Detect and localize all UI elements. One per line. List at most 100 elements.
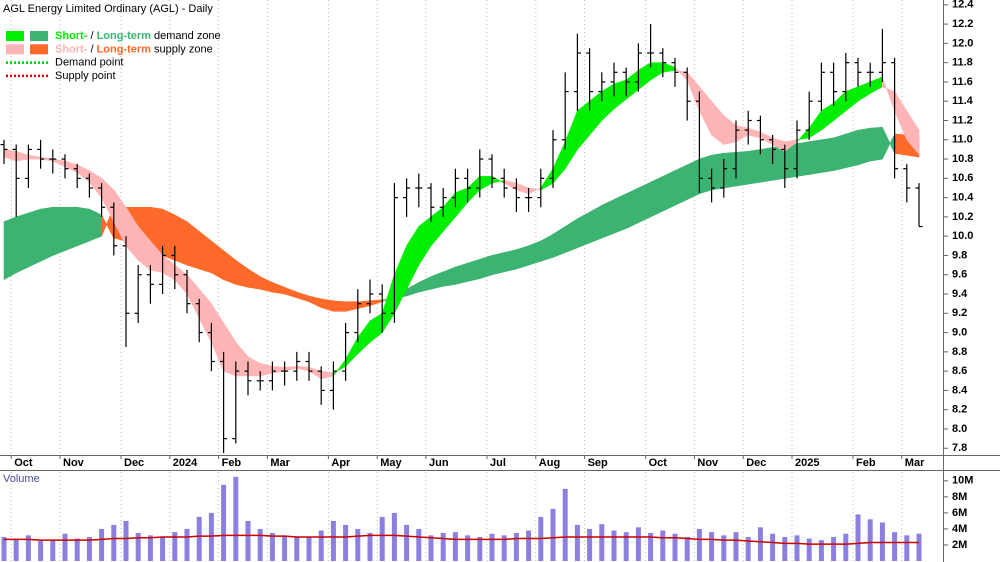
volume-bar — [404, 524, 410, 561]
y-tick-label: 8M — [952, 491, 967, 503]
legend-label: Short- / Long-term supply zone — [55, 43, 213, 55]
long-term-zone — [528, 240, 542, 266]
volume-bar — [86, 536, 92, 561]
long-term-zone — [455, 262, 468, 285]
y-tick-label: 8.8 — [952, 346, 967, 358]
long-term-zone — [320, 298, 334, 312]
short-term-zone — [479, 176, 493, 191]
short-term-zone — [3, 149, 17, 162]
chart-title: AGL Energy Limited Ordinary (AGL) - Dail… — [3, 3, 213, 15]
long-term-zone — [808, 139, 822, 175]
x-tick-label: Jul — [490, 457, 506, 469]
volume-bar — [13, 538, 19, 561]
volume-bar — [391, 512, 397, 561]
volume-bar — [99, 528, 105, 561]
volume-bar — [916, 533, 922, 561]
long-term-zone — [650, 175, 664, 218]
y-tick-label: 9.2 — [952, 307, 967, 319]
x-tick-label: Dec — [124, 457, 144, 469]
x-tick-label: Dec — [746, 457, 766, 469]
y-tick-label: 8.6 — [952, 365, 967, 377]
long-term-zone — [198, 230, 212, 274]
volume-bar — [221, 484, 227, 561]
long-term-zone — [76, 206, 90, 247]
volume-bar — [696, 528, 702, 561]
long-term-zone — [723, 151, 737, 189]
volume-bar — [74, 538, 80, 561]
long-term-zone — [442, 266, 456, 287]
long-term-zone — [833, 133, 847, 172]
legend-text: Long-term — [97, 43, 152, 55]
short-term-zone — [589, 90, 603, 136]
volume-bar — [648, 532, 654, 561]
x-tick-label: Jun — [429, 457, 449, 469]
volume-bar — [526, 530, 532, 561]
volume-bar — [611, 530, 617, 561]
short-term-zone — [381, 274, 395, 334]
x-tick-label: Mar — [270, 457, 290, 469]
long-term-zone — [711, 152, 725, 191]
long-term-zone — [333, 300, 346, 312]
short-term-zone — [674, 66, 688, 81]
long-term-zone — [186, 221, 200, 270]
short-term-zone — [711, 100, 725, 146]
legend-text: Short- — [55, 30, 88, 42]
long-term-zone — [735, 151, 749, 187]
y-tick-label: 9.4 — [952, 288, 968, 300]
short-term-zone — [857, 81, 871, 102]
short-term-zone — [101, 177, 115, 222]
y-tick-label: 9.0 — [952, 326, 967, 338]
legend-text: / — [87, 43, 96, 55]
short-term-zone — [259, 363, 273, 377]
volume-bar — [111, 524, 117, 561]
volume-bar — [879, 522, 885, 561]
short-term-zone — [625, 69, 639, 100]
legend-text: supply zone — [151, 43, 213, 55]
volume-bar — [50, 540, 56, 561]
long-term-zone — [272, 282, 285, 295]
legend-text: Long-term — [97, 30, 152, 42]
volume-bar — [208, 512, 214, 561]
volume-bar — [806, 538, 812, 561]
short-term-zone — [735, 124, 749, 143]
volume-bar — [330, 520, 336, 561]
volume-bar — [550, 508, 556, 561]
legend-label: Demand point — [55, 57, 124, 69]
short-term-zone — [442, 191, 456, 233]
y-tick-label: 11.4 — [952, 95, 974, 107]
volume-bar — [489, 533, 495, 561]
long-term-zone — [699, 154, 712, 195]
short-term-zone — [430, 206, 444, 247]
legend-swatch — [6, 44, 24, 55]
legend-swatch — [6, 31, 24, 41]
short-term-zone — [186, 273, 200, 319]
volume-bar — [892, 532, 898, 561]
long-term-zone — [491, 252, 505, 276]
x-tick-label: Feb — [222, 457, 242, 469]
short-term-zone — [601, 83, 615, 122]
long-term-zone — [284, 286, 298, 299]
y-tick-label: 12.4 — [952, 0, 974, 11]
volume-bar — [343, 524, 349, 561]
volume-bar — [684, 536, 690, 561]
long-term-zone — [540, 233, 554, 262]
volume-bar — [782, 536, 788, 561]
x-tick-label: Nov — [63, 457, 85, 469]
long-term-zone — [589, 204, 603, 244]
volume-bar — [904, 535, 910, 561]
volume-bar — [25, 535, 31, 561]
volume-bars — [1, 476, 922, 561]
short-term-zone — [882, 77, 895, 111]
y-tick-label: 9.8 — [952, 249, 967, 261]
long-term-zone — [89, 208, 102, 242]
long-term-zone — [162, 208, 176, 261]
long-term-zone — [3, 216, 17, 281]
long-term-zone — [357, 300, 371, 309]
y-tick-label: 7.8 — [952, 442, 967, 454]
legend-swatch — [30, 31, 48, 41]
volume-bar — [635, 527, 641, 561]
volume-bar — [574, 524, 580, 561]
long-term-zone — [869, 126, 883, 162]
y-tick-label: 10.6 — [952, 172, 973, 184]
